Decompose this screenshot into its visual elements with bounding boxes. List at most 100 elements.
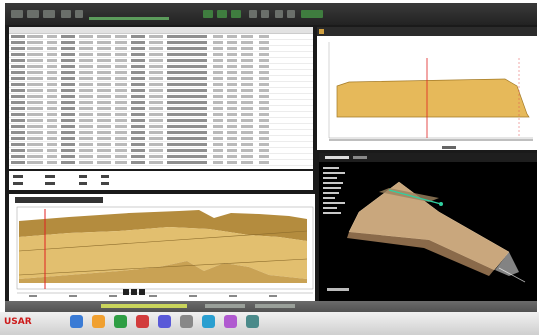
- table-row[interactable]: [9, 52, 313, 58]
- viewer-3d-subtitle-bar: [353, 156, 367, 159]
- table-cell: [259, 41, 269, 44]
- table-cell: [61, 155, 75, 158]
- table-row[interactable]: [9, 136, 313, 142]
- surface-mesh-end: [439, 212, 519, 276]
- table-cell: [115, 149, 127, 152]
- table-row[interactable]: [9, 100, 313, 106]
- table-row[interactable]: [9, 154, 313, 160]
- table-row[interactable]: [9, 58, 313, 64]
- table-row[interactable]: [9, 34, 313, 40]
- table-cell: [47, 47, 57, 50]
- media-icon[interactable]: [114, 315, 127, 328]
- pause-icon[interactable]: [131, 289, 137, 295]
- table-cell: [149, 131, 163, 134]
- playback-controls[interactable]: [123, 289, 145, 295]
- table-cell: [61, 101, 75, 104]
- table-cell: [227, 35, 237, 38]
- table-cell: [259, 125, 269, 128]
- profile-icon[interactable]: [217, 10, 227, 18]
- table-row[interactable]: [9, 88, 313, 94]
- measurement-table[interactable]: [9, 27, 313, 169]
- browser-icon[interactable]: [70, 315, 83, 328]
- table-cell: [115, 59, 127, 62]
- table-cell: [97, 35, 111, 38]
- table-cell: [213, 71, 223, 74]
- table-row[interactable]: [9, 106, 313, 112]
- undo-icon[interactable]: [75, 10, 83, 18]
- table-row[interactable]: [9, 112, 313, 118]
- table-row[interactable]: [9, 46, 313, 52]
- file-menu-icon[interactable]: [11, 10, 23, 18]
- table-cell: [115, 125, 127, 128]
- table-cell: [149, 155, 163, 158]
- table-cell: [131, 35, 145, 38]
- table-cell: [259, 101, 269, 104]
- brand-logo[interactable]: USAR: [4, 317, 32, 327]
- table-cell: [79, 41, 93, 44]
- search-icon[interactable]: [202, 315, 215, 328]
- table-cell: [115, 47, 127, 50]
- camera-icon[interactable]: [246, 315, 259, 328]
- profile-plot-panel[interactable]: [317, 27, 537, 150]
- table-cell: [79, 149, 93, 152]
- table-cell: [149, 41, 163, 44]
- table-cell: [47, 113, 57, 116]
- open-icon[interactable]: [27, 10, 39, 18]
- table-cell: [241, 155, 253, 158]
- zoom-out-icon[interactable]: [261, 10, 269, 18]
- table-cell: [213, 161, 223, 164]
- table-cell: [131, 41, 145, 44]
- table-row[interactable]: [9, 94, 313, 100]
- table-row[interactable]: [9, 82, 313, 88]
- measure-icon[interactable]: [203, 10, 213, 18]
- rotate-icon[interactable]: [287, 10, 295, 18]
- table-cell: [167, 149, 207, 152]
- table-cell: [213, 83, 223, 86]
- table-cell: [79, 35, 93, 38]
- status-field: [205, 304, 245, 308]
- table-cell: [149, 95, 163, 98]
- table-header-row: [9, 27, 313, 34]
- settings-icon[interactable]: [180, 315, 193, 328]
- table-cell: [227, 41, 237, 44]
- table-cell: [227, 47, 237, 50]
- table-cell: [131, 119, 145, 122]
- table-cell: [241, 83, 253, 86]
- mail-icon[interactable]: [136, 315, 149, 328]
- stop-icon[interactable]: [139, 289, 145, 295]
- viewer-3d-panel[interactable]: [319, 153, 537, 301]
- table-row[interactable]: [9, 130, 313, 136]
- play-icon[interactable]: [123, 289, 129, 295]
- table-row[interactable]: [9, 124, 313, 130]
- table-cell: [115, 65, 127, 68]
- section-icon[interactable]: [231, 10, 241, 18]
- table-cell: [213, 59, 223, 62]
- table-row[interactable]: [9, 64, 313, 70]
- table-cell: [227, 155, 237, 158]
- table-cell: [149, 65, 163, 68]
- table-row[interactable]: [9, 70, 313, 76]
- calendar-icon[interactable]: [158, 315, 171, 328]
- table-cell: [27, 155, 43, 158]
- table-cell: [61, 125, 75, 128]
- save-icon[interactable]: [43, 10, 55, 18]
- table-row[interactable]: [9, 76, 313, 82]
- print-icon[interactable]: [61, 10, 71, 18]
- pan-icon[interactable]: [275, 10, 283, 18]
- zoom-in-icon[interactable]: [249, 10, 257, 18]
- viewer-3d-scene: [327, 181, 526, 291]
- table-row[interactable]: [9, 118, 313, 124]
- table-cell: [27, 125, 43, 128]
- table-row[interactable]: [9, 142, 313, 148]
- table-row[interactable]: [9, 148, 313, 154]
- table-row[interactable]: [9, 160, 313, 166]
- table-cell: [259, 53, 269, 56]
- view-3d-button[interactable]: [301, 10, 323, 18]
- table-cell: [213, 137, 223, 140]
- print-icon[interactable]: [224, 315, 237, 328]
- table-cell: [47, 161, 57, 164]
- table-row[interactable]: [9, 40, 313, 46]
- table-cell: [47, 131, 57, 134]
- longitudinal-section-panel[interactable]: [9, 194, 315, 301]
- explorer-icon[interactable]: [92, 315, 105, 328]
